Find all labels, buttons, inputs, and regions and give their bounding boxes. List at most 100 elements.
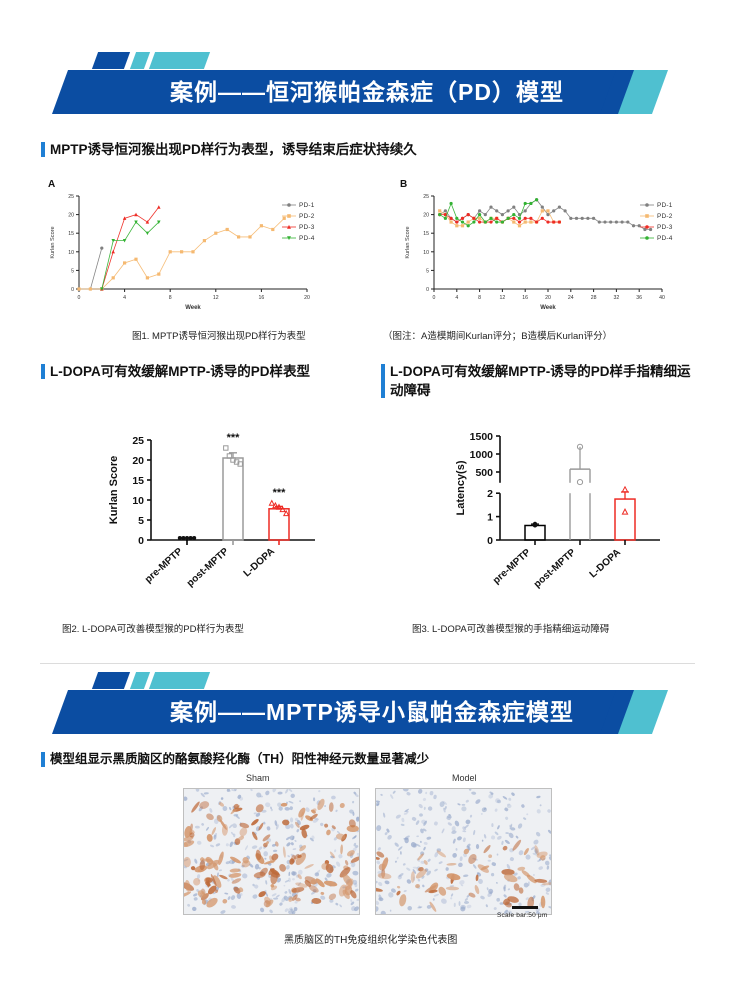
legend-marker-icon bbox=[282, 223, 296, 233]
histology-caption: 黑质脑区的TH免疫组织化学染色代表图 bbox=[284, 935, 458, 946]
section-banner-2: 案例——MPTP诱导小鼠帕金森症模型 bbox=[0, 672, 735, 744]
svg-text:32: 32 bbox=[614, 295, 620, 301]
legend-item: PD-1 bbox=[640, 200, 673, 211]
legend-item: PD-4 bbox=[282, 233, 315, 244]
panel-letter-a: A bbox=[48, 179, 56, 190]
legend-item: PD-1 bbox=[282, 200, 315, 211]
svg-text:4: 4 bbox=[123, 295, 126, 301]
legend-marker-icon bbox=[640, 212, 654, 222]
svg-text:10: 10 bbox=[132, 495, 144, 507]
panel-letter-b: B bbox=[400, 179, 408, 190]
svg-text:post-MPTP: post-MPTP bbox=[185, 546, 231, 589]
section-divider bbox=[40, 663, 695, 664]
svg-text:L-DOPA: L-DOPA bbox=[242, 546, 277, 579]
figure-1-caption-note: （图注：A造模期间Kurlan评分；B造模后Kurlan评分） bbox=[383, 331, 613, 342]
svg-text:Week: Week bbox=[540, 305, 556, 311]
legend-label: PD-1 bbox=[299, 202, 315, 209]
chart-figure-3: 500 1000 1500 0 1 2 Latency(s) pre-MPTPpost-MPT… bbox=[455, 431, 660, 590]
legend-marker-icon bbox=[640, 223, 654, 233]
svg-text:500: 500 bbox=[475, 467, 493, 479]
legend-label: PD-2 bbox=[657, 213, 673, 220]
subheading-ldopa-phenotype: L-DOPA可有效缓解MPTP-诱导的PD样表型 bbox=[41, 362, 350, 381]
svg-text:***: *** bbox=[273, 487, 287, 499]
svg-text:25: 25 bbox=[132, 435, 144, 447]
legend-label: PD-4 bbox=[657, 235, 673, 242]
svg-text:36: 36 bbox=[636, 295, 642, 301]
legend-label: PD-1 bbox=[657, 202, 673, 209]
svg-text:0: 0 bbox=[487, 535, 493, 547]
legend-marker-icon bbox=[282, 201, 296, 211]
legend-figure-1a: PD-1 PD-2 PD-3 PD-4 bbox=[282, 200, 315, 244]
svg-text:25: 25 bbox=[68, 194, 74, 200]
legend-figure-1b: PD-1 PD-2 PD-3 PD-4 bbox=[640, 200, 673, 244]
svg-text:20: 20 bbox=[545, 295, 551, 301]
legend-label: PD-2 bbox=[299, 213, 315, 220]
legend-item: PD-2 bbox=[282, 211, 315, 222]
histology-image-sham bbox=[183, 788, 360, 915]
banner-decoration-2 bbox=[0, 672, 735, 692]
svg-text:Kurlan Score: Kurlan Score bbox=[405, 226, 411, 258]
svg-text:Week: Week bbox=[185, 305, 201, 311]
svg-text:12: 12 bbox=[500, 295, 506, 301]
svg-text:15: 15 bbox=[423, 231, 429, 237]
legend-marker-icon bbox=[282, 212, 296, 222]
legend-item: PD-3 bbox=[640, 222, 673, 233]
histology-image-model bbox=[375, 788, 552, 915]
scale-bar-line bbox=[512, 906, 538, 909]
svg-text:5: 5 bbox=[426, 268, 429, 274]
svg-text:0: 0 bbox=[71, 287, 74, 293]
svg-text:12: 12 bbox=[213, 295, 219, 301]
svg-text:L-DOPA: L-DOPA bbox=[588, 547, 623, 580]
svg-text:20: 20 bbox=[132, 455, 144, 467]
svg-text:20: 20 bbox=[304, 295, 310, 301]
svg-text:10: 10 bbox=[68, 250, 74, 256]
banner-title-2: 案例——MPTP诱导小鼠帕金森症模型 bbox=[170, 699, 574, 725]
svg-text:8: 8 bbox=[478, 295, 481, 301]
legend-marker-icon bbox=[640, 234, 654, 244]
svg-text:16: 16 bbox=[259, 295, 265, 301]
svg-text:2: 2 bbox=[487, 488, 493, 500]
svg-text:0: 0 bbox=[426, 287, 429, 293]
section-banner-1: 案例——恒河猴帕金森症（PD）模型 bbox=[0, 52, 735, 124]
svg-text:Kurlan Score: Kurlan Score bbox=[50, 226, 56, 258]
figure-3-caption: 图3. L-DOPA可改善模型猴的手指精细运动障碍 bbox=[412, 624, 610, 635]
histology-label-sham: Sham bbox=[246, 773, 270, 783]
svg-text:0: 0 bbox=[78, 295, 81, 301]
figure-2-caption: 图2. L-DOPA可改善模型猴的PD样行为表型 bbox=[62, 624, 244, 635]
scale-bar-label: Scale bar:50 μm bbox=[497, 912, 548, 919]
svg-text:25: 25 bbox=[423, 194, 429, 200]
legend-label: PD-4 bbox=[299, 235, 315, 242]
svg-text:20: 20 bbox=[68, 213, 74, 219]
svg-text:1000: 1000 bbox=[470, 449, 494, 461]
legend-marker-icon bbox=[640, 201, 654, 211]
svg-text:15: 15 bbox=[132, 475, 144, 487]
svg-text:Latency(s): Latency(s) bbox=[455, 460, 467, 515]
banner-title-1: 案例——恒河猴帕金森症（PD）模型 bbox=[170, 79, 564, 105]
legend-label: PD-3 bbox=[299, 224, 315, 231]
svg-text:5: 5 bbox=[138, 515, 144, 527]
svg-text:0: 0 bbox=[138, 535, 144, 547]
legend-item: PD-2 bbox=[640, 211, 673, 222]
svg-text:1500: 1500 bbox=[470, 431, 494, 443]
chart-figure-1b: 0 5 10 15 20 25 0 4 8 12 16 20 24 28 32 36 40 Week Kurlan … bbox=[405, 194, 665, 311]
svg-text:24: 24 bbox=[568, 295, 574, 301]
subheading-ldopa-motor: L-DOPA可有效缓解MPTP-诱导的PD样手指精细运动障碍 bbox=[381, 362, 700, 400]
svg-text:10: 10 bbox=[423, 250, 429, 256]
svg-text:15: 15 bbox=[68, 231, 74, 237]
subheading-th-neurons: 模型组显示黑质脑区的酪氨酸羟化酶（TH）阳性神经元数量显著减少 bbox=[41, 750, 610, 769]
svg-text:40: 40 bbox=[659, 295, 665, 301]
svg-text:Kurlan Score: Kurlan Score bbox=[108, 456, 120, 524]
svg-text:***: *** bbox=[227, 432, 241, 444]
svg-text:post-MPTP: post-MPTP bbox=[532, 547, 578, 590]
histology-label-model: Model bbox=[452, 773, 477, 783]
svg-text:16: 16 bbox=[522, 295, 528, 301]
legend-label: PD-3 bbox=[657, 224, 673, 231]
svg-text:pre-MPTP: pre-MPTP bbox=[491, 547, 533, 587]
svg-text:4: 4 bbox=[455, 295, 458, 301]
banner-bar-1: 案例——恒河猴帕金森症（PD）模型 bbox=[51, 70, 680, 114]
chart-figure-1a: 0 5 10 15 20 25 0 4 8 12 16 20 Week Kurlan Score bbox=[50, 194, 310, 311]
banner-bar-2: 案例——MPTP诱导小鼠帕金森症模型 bbox=[51, 690, 680, 734]
legend-marker-icon bbox=[282, 234, 296, 244]
svg-text:5: 5 bbox=[71, 268, 74, 274]
